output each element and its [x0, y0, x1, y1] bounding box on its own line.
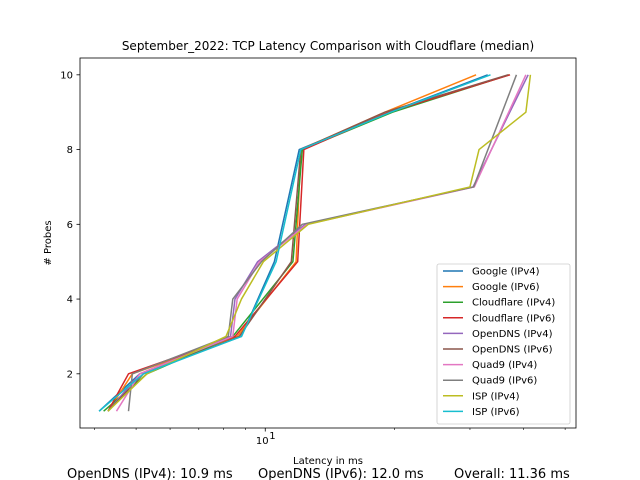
legend: Google (IPv4) Google (IPv6) Cloudflare (IP…: [436, 263, 571, 425]
x-tick-label-exponent-0: 1: [269, 431, 275, 442]
legend-label-0: Google (IPv4): [472, 267, 540, 278]
x-axis: 10 1: [94, 428, 566, 447]
chart-title: September_2022: TCP Latency Comparison w…: [122, 39, 534, 53]
y-tick-label-2: 6: [67, 220, 73, 231]
y-axis-label: # Probes: [43, 220, 54, 265]
legend-label-4: OpenDNS (IPv4): [472, 329, 553, 340]
legend-label-8: ISP (IPv4): [472, 391, 520, 402]
legend-box: [436, 263, 571, 425]
y-tick-label-1: 4: [67, 295, 73, 306]
legend-label-1: Google (IPv6): [472, 282, 540, 293]
series-line-8: [107, 74, 532, 412]
x-axis-label: Latency in ms: [293, 456, 363, 467]
y-tick-label-0: 2: [67, 369, 73, 380]
legend-label-9: ISP (IPv6): [472, 407, 520, 418]
legend-label-2: Cloudflare (IPv4): [472, 298, 555, 309]
y-tick-label-3: 8: [67, 145, 73, 156]
legend-label-5: OpenDNS (IPv6): [472, 345, 553, 356]
footer-stat-opendns-ipv6: OpenDNS (IPv6): 12.0 ms: [258, 467, 424, 480]
y-tick-label-4: 10: [60, 70, 73, 81]
legend-label-6: Quad9 (IPv4): [472, 360, 537, 371]
legend-label-7: Quad9 (IPv6): [472, 376, 537, 387]
footer-stat-opendns-ipv4: OpenDNS (IPv4): 10.9 ms: [67, 467, 233, 480]
footer-stat-overall: Overall: 11.36 ms: [454, 467, 570, 480]
series-line-9: [98, 74, 491, 412]
axes-frame: [79, 57, 577, 429]
legend-label-3: Cloudflare (IPv6): [472, 313, 555, 324]
x-tick-label-0: 10: [256, 436, 269, 447]
series-layer: [98, 74, 532, 412]
y-axis: 2 4 6 8 10: [60, 70, 80, 380]
